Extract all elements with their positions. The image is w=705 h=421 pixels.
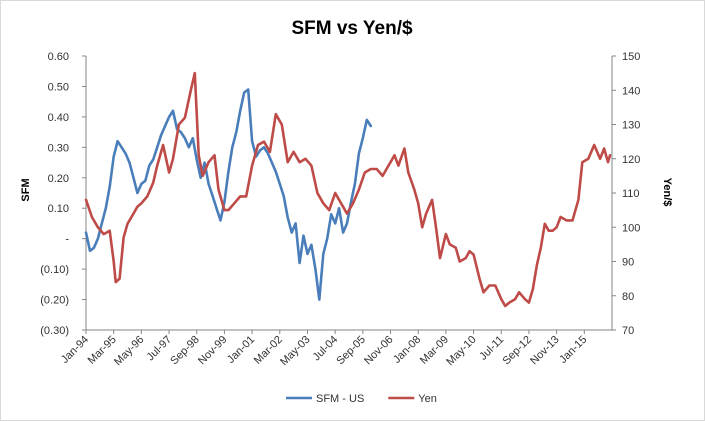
left-tick-label: 0.10	[48, 203, 69, 215]
x-tick-label: Jan-15	[557, 334, 589, 366]
x-tick-label: Nov-06	[362, 334, 396, 368]
left-tick-label: (0.20)	[40, 295, 69, 307]
right-tick-label: 120	[622, 154, 640, 166]
right-tick-label: 140	[622, 85, 640, 97]
x-tick-label: May-96	[112, 334, 146, 368]
right-y-axis-title: Yen/$	[661, 178, 673, 207]
left-tick-label: 0.50	[48, 81, 69, 93]
x-tick-label: Jan-94	[59, 334, 91, 366]
right-tick-label: 80	[622, 291, 634, 303]
series-layer	[84, 71, 612, 308]
chart-title: SFM vs Yen/$	[291, 18, 413, 39]
series-line-yen	[84, 71, 612, 308]
right-tick-label: 90	[622, 257, 634, 269]
left-tick-label: 0.60	[48, 51, 69, 63]
x-tick-label: Jan-01	[225, 334, 257, 366]
right-tick-label: 150	[622, 51, 640, 63]
left-y-axis-title: SFM	[20, 178, 32, 201]
right-tick-label: 100	[622, 222, 640, 234]
legend-label-sfm-us: SFM - US	[316, 393, 364, 405]
x-tick-label: Jan-08	[391, 334, 423, 366]
left-tick-label: (0.30)	[40, 325, 69, 337]
series-line-sfm-us	[84, 88, 373, 301]
x-tick-label: Sep-98	[168, 334, 202, 368]
left-tick-label: 0.40	[48, 112, 69, 124]
x-tick-label: May-10	[444, 334, 478, 368]
right-y-axis: 150 140 130 120 110 100 90 80 70	[611, 51, 640, 337]
x-tick-label: Sep-12	[500, 334, 534, 368]
x-tick-label: Sep-05	[334, 334, 368, 368]
x-axis: Jan-94Mar-95May-96Jul-97Sep-98Nov-99Jan-…	[59, 329, 612, 368]
left-tick-label: 0.20	[48, 173, 69, 185]
right-tick-label: 130	[622, 120, 640, 132]
left-y-axis: 0.60 0.50 0.40 0.30 0.20 0.10 - (0.10) (0.20) (0.…	[40, 51, 87, 337]
x-tick-label: Nov-13	[528, 334, 562, 368]
left-tick-label: -	[65, 234, 69, 246]
right-tick-label: 110	[622, 188, 640, 200]
left-tick-label: (0.10)	[40, 264, 69, 276]
left-tick-label: 0.30	[48, 142, 69, 154]
x-tick-label: May-03	[278, 334, 312, 368]
legend: SFM - US Yen	[286, 393, 437, 405]
x-tick-label: Nov-99	[196, 334, 230, 368]
legend-label-yen: Yen	[418, 393, 437, 405]
right-tick-label: 70	[622, 325, 634, 337]
